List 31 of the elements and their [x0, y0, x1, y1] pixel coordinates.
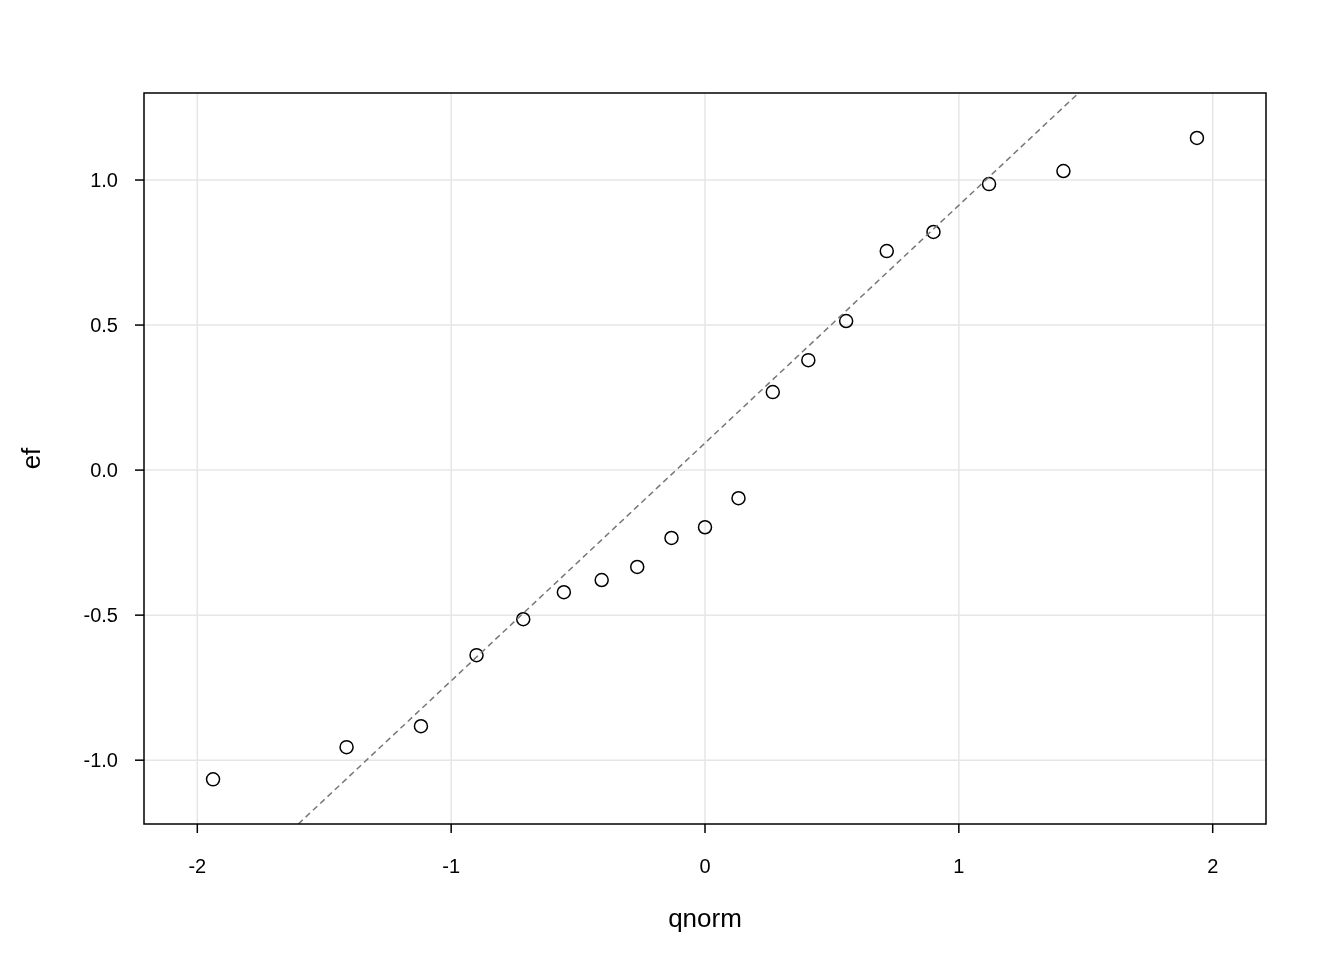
point	[1056, 163, 1071, 179]
point	[1189, 130, 1205, 146]
point	[469, 647, 484, 663]
point	[664, 530, 679, 546]
y-tick-label: 0.5	[90, 314, 118, 337]
y-tick-label: 0.0	[90, 459, 118, 482]
x-tick-label: 0	[699, 855, 711, 877]
x-tick-label: -1	[442, 855, 461, 877]
point	[697, 520, 713, 535]
point	[879, 243, 894, 259]
x-tick-label: 1	[953, 855, 965, 877]
point	[926, 224, 941, 240]
x-axis-title: qnorm	[668, 903, 742, 933]
point	[516, 611, 531, 627]
point	[731, 490, 746, 506]
x-tick-label: -2	[188, 855, 207, 877]
y-axis-title: ef	[16, 446, 46, 470]
point	[556, 584, 572, 600]
point	[838, 313, 854, 329]
point	[594, 572, 609, 588]
x-tick-label: 2	[1207, 855, 1219, 877]
y-tick-label: 1.0	[90, 169, 118, 192]
point	[413, 718, 429, 734]
y-tick-label: -1.0	[83, 749, 118, 772]
point	[339, 739, 354, 755]
point	[629, 559, 645, 575]
point	[765, 384, 781, 400]
point	[205, 772, 221, 787]
y-tick-label: -0.5	[83, 604, 118, 627]
point	[981, 176, 997, 192]
point	[801, 352, 816, 368]
